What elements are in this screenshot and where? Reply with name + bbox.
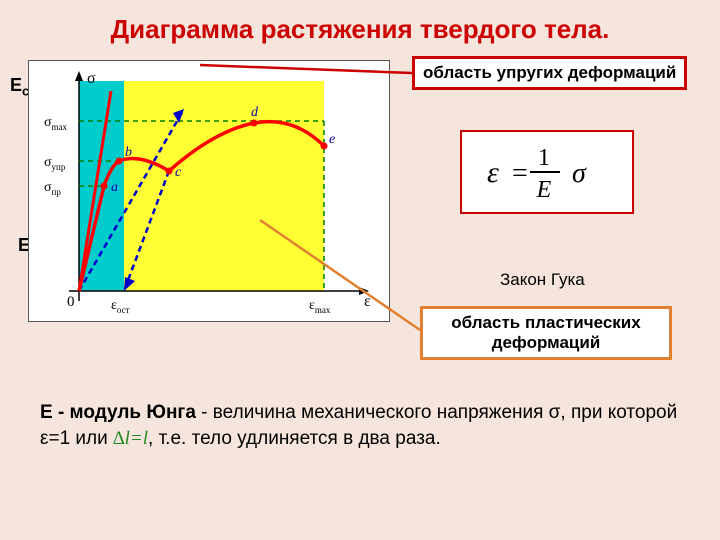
formula-eq: = [512,158,528,189]
label-e: e [329,132,335,147]
y-axis-label: σ [87,70,96,87]
label-c: c [175,165,182,180]
callout-plastic: область пластическихдеформаций [420,306,672,360]
label-d: d [251,105,259,120]
y-axis-arrow [75,71,83,81]
label-a: a [111,180,118,195]
callout-elastic: область упругих деформаций [412,56,687,90]
youngs-modulus-text: E - модуль Юнга - величина механического… [40,400,680,451]
formula-box: ε = 1 E σ [460,130,634,214]
hooke-law-label: Закон Гука [500,270,585,290]
graph-svg: a b c d e σ ε 0 σmax σупр σпр εост εmax [29,61,389,321]
point-b [116,158,123,165]
plastic-region [124,81,324,291]
formula-num: 1 [538,145,550,171]
point-e [321,143,328,150]
formula-svg: ε = 1 E σ [472,137,622,207]
origin-label: 0 [67,294,75,310]
ytick-pr: σпр [44,180,61,197]
ytick-max: σmax [44,115,68,132]
ytick-upr: σупр [44,155,66,172]
point-a [101,183,108,190]
formula-eps: ε [487,156,499,189]
x-axis-label: ε [364,293,371,310]
formula-den: E [536,177,552,203]
xtick-ost: εост [111,298,130,315]
page-title: Диаграмма растяжения твердого тела. [0,0,720,45]
xtick-max: εmax [309,298,331,315]
formula-sigma: σ [572,158,587,189]
point-d [251,120,258,127]
label-b: b [125,145,132,160]
point-c [166,168,173,175]
stress-strain-graph: a b c d e σ ε 0 σmax σупр σпр εост εmax [28,60,390,322]
